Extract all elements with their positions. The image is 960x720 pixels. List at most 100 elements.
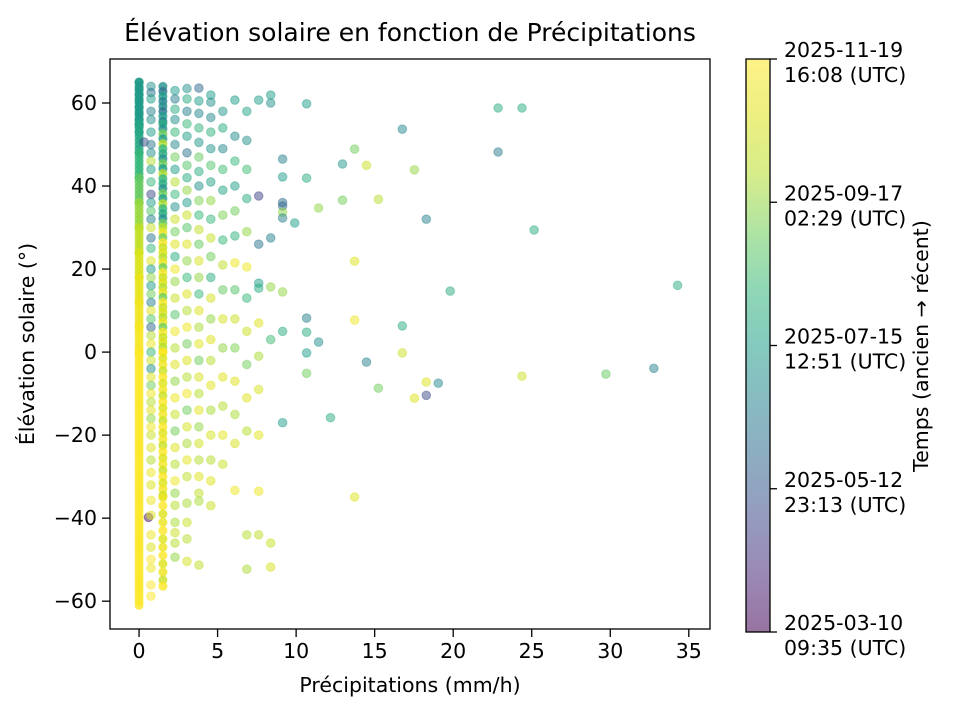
scatter-point (217, 260, 228, 270)
colorbar-tick-label: 2025-03-10 09:35 (UTC) (784, 611, 906, 660)
scatter-point (170, 226, 180, 237)
x-tick-label: 35 (676, 639, 702, 663)
scatter-point (146, 106, 156, 117)
scatter-point (205, 160, 216, 171)
scatter-point (182, 147, 192, 158)
scatter-point (205, 314, 216, 324)
scatter-point (146, 442, 156, 453)
y-tick-label: 0 (84, 340, 97, 364)
scatter-point (194, 338, 204, 349)
scatter-point (217, 106, 228, 117)
scatter-point (517, 103, 527, 113)
scatter-point (170, 442, 180, 453)
scatter-point (241, 326, 252, 337)
scatter-point (146, 372, 156, 382)
scatter-point (146, 289, 156, 299)
scatter-point (230, 343, 240, 353)
scatter-point (349, 144, 360, 154)
scatter-point (170, 239, 180, 250)
scatter-point (194, 272, 204, 283)
scatter-point (194, 166, 204, 177)
scatter-point (182, 534, 192, 544)
scatter-point (146, 94, 156, 104)
scatter-point (301, 173, 312, 183)
scatter-point (146, 380, 156, 391)
x-axis-label: Précipitations (mm/h) (299, 673, 520, 697)
scatter-point (158, 517, 168, 528)
scatter-point (194, 438, 204, 449)
scatter-point (182, 388, 192, 399)
scatter-point (205, 177, 216, 187)
scatter-point (194, 455, 204, 465)
scatter-point (146, 305, 156, 316)
scatter-point (337, 159, 348, 169)
scatter-point (253, 318, 264, 328)
scatter-point (182, 160, 192, 171)
scatter-point (158, 581, 168, 592)
scatter-point (146, 388, 156, 399)
scatter-point (217, 143, 228, 154)
colorbar: 2025-11-19 16:08 (UTC) 2025-09-17 02:29 (UT… (745, 38, 933, 660)
scatter-point (182, 471, 192, 482)
scatter-point (194, 388, 204, 399)
scatter-point (182, 222, 192, 233)
scatter-point (182, 83, 192, 94)
scatter-point (170, 426, 180, 436)
scatter-point (194, 289, 204, 299)
scatter-point (158, 500, 168, 511)
scatter-point (170, 527, 180, 538)
scatter-point (253, 239, 264, 250)
scatter-point (194, 488, 204, 499)
scatter-point (182, 118, 192, 129)
scatter-point (241, 193, 252, 204)
scatter-point (194, 108, 204, 119)
scatter-point (289, 218, 300, 228)
scatter-point (146, 580, 156, 590)
y-tick-label: −20 (54, 423, 97, 447)
scatter-point (182, 372, 192, 382)
scatter-point (182, 197, 192, 208)
scatter-point (158, 567, 168, 577)
scatter-point (146, 264, 156, 274)
scatter-point (265, 562, 276, 572)
scatter-point (253, 529, 264, 540)
scatter-point (170, 104, 180, 115)
x-tick-label: 20 (440, 639, 466, 663)
scatter-point (194, 123, 204, 133)
scatter-point (146, 405, 156, 416)
scatter-point (146, 164, 156, 175)
scatter-point (146, 189, 156, 200)
scatter-point (301, 327, 312, 338)
scatter-point (194, 305, 204, 316)
scatter-point (409, 164, 420, 175)
scatter-point (146, 114, 156, 125)
scatter-point (158, 550, 168, 561)
scatter-point (170, 359, 180, 370)
scatter-point (146, 147, 156, 158)
scatter-point (277, 172, 288, 182)
scatter-point (217, 343, 228, 353)
scatter-point (194, 496, 204, 506)
scatter-point (205, 97, 216, 108)
scatter-point (182, 498, 192, 509)
scatter-point (194, 421, 204, 432)
scatter-point (277, 154, 288, 164)
scatter-point (253, 430, 264, 440)
scatter-point (170, 326, 180, 337)
scatter-point (421, 390, 432, 401)
scatter-point (158, 525, 168, 536)
scatter-point (194, 210, 204, 220)
scatter-point (253, 95, 264, 105)
scatter-point (146, 322, 156, 333)
scatter-point (217, 284, 228, 295)
scatter-point (194, 181, 204, 191)
scatter-point (241, 135, 252, 146)
scatter-point (170, 139, 180, 150)
scatter-point (301, 313, 312, 323)
scatter-point (182, 239, 192, 250)
scatter-point (194, 137, 204, 148)
scatter-point (182, 338, 192, 349)
scatter-point (170, 152, 180, 162)
scatter-point (217, 185, 228, 196)
